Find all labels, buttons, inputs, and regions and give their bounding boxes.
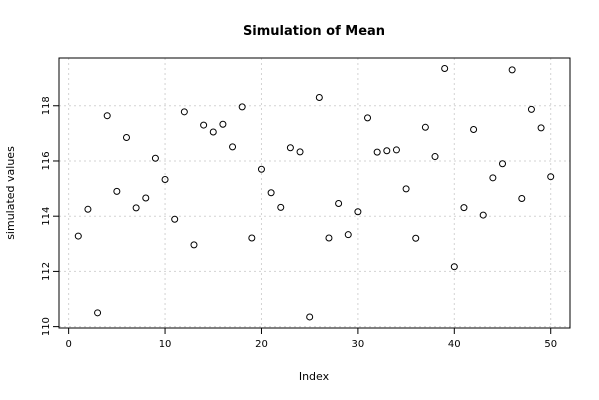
data-point <box>470 126 478 134</box>
data-point <box>190 241 198 249</box>
data-point <box>325 234 333 242</box>
data-point <box>489 174 497 182</box>
data-point <box>402 185 410 193</box>
data-point <box>113 187 121 195</box>
data-point <box>267 189 275 197</box>
data-point <box>354 208 362 216</box>
chart-title: Simulation of Mean <box>243 24 385 39</box>
data-point <box>479 211 487 219</box>
data-point <box>306 313 314 321</box>
x-axis-label: Index <box>299 370 330 383</box>
data-point <box>151 154 159 162</box>
data-point <box>161 175 169 183</box>
x-tick-label: 0 <box>65 339 71 350</box>
data-point <box>103 112 111 120</box>
data-point <box>315 93 323 101</box>
data-point <box>421 123 429 131</box>
x-axis: 0 10 20 30 40 50 <box>65 327 557 350</box>
y-axis: 110 112 114 116 118 <box>41 96 60 336</box>
plot-frame <box>58 57 571 329</box>
data-point <box>238 103 246 111</box>
data-point <box>122 134 130 142</box>
data-point <box>248 234 256 242</box>
x-tick-label: 30 <box>352 339 365 350</box>
x-tick-label: 50 <box>544 339 557 350</box>
data-point <box>94 309 102 317</box>
data-point <box>431 153 439 161</box>
data-point <box>200 121 208 129</box>
data-point <box>84 205 92 213</box>
data-point <box>547 173 555 181</box>
data-point <box>412 234 420 242</box>
data-point <box>344 231 352 239</box>
data-point <box>142 194 150 202</box>
data-point <box>527 105 535 113</box>
data-point <box>441 64 449 72</box>
data-point <box>460 204 468 212</box>
data-point <box>219 120 227 128</box>
y-tick-label: 110 <box>41 317 52 336</box>
data-point <box>364 114 372 122</box>
data-point <box>508 66 516 74</box>
data-point <box>499 160 507 168</box>
y-tick-label: 112 <box>41 262 52 281</box>
y-axis-label: simulated values <box>4 146 17 240</box>
data-point <box>286 144 294 152</box>
data-point <box>383 147 391 155</box>
data-point <box>450 263 458 271</box>
data-point <box>373 148 381 156</box>
data-point <box>229 143 237 151</box>
grid <box>59 58 570 328</box>
data-point <box>257 165 265 173</box>
data-point <box>277 203 285 211</box>
x-tick-label: 20 <box>255 339 268 350</box>
data-points <box>74 64 555 321</box>
data-point <box>171 215 179 223</box>
x-tick-label: 10 <box>159 339 172 350</box>
data-point <box>335 199 343 207</box>
data-point <box>537 124 545 132</box>
data-point <box>392 146 400 154</box>
data-point <box>209 128 217 136</box>
data-point <box>296 148 304 156</box>
data-point <box>180 108 188 116</box>
x-tick-label: 40 <box>448 339 461 350</box>
y-tick-label: 118 <box>41 96 52 115</box>
data-point <box>74 232 82 240</box>
y-tick-label: 114 <box>41 207 52 226</box>
data-point <box>518 195 526 203</box>
y-tick-label: 116 <box>41 151 52 170</box>
data-point <box>132 204 140 212</box>
